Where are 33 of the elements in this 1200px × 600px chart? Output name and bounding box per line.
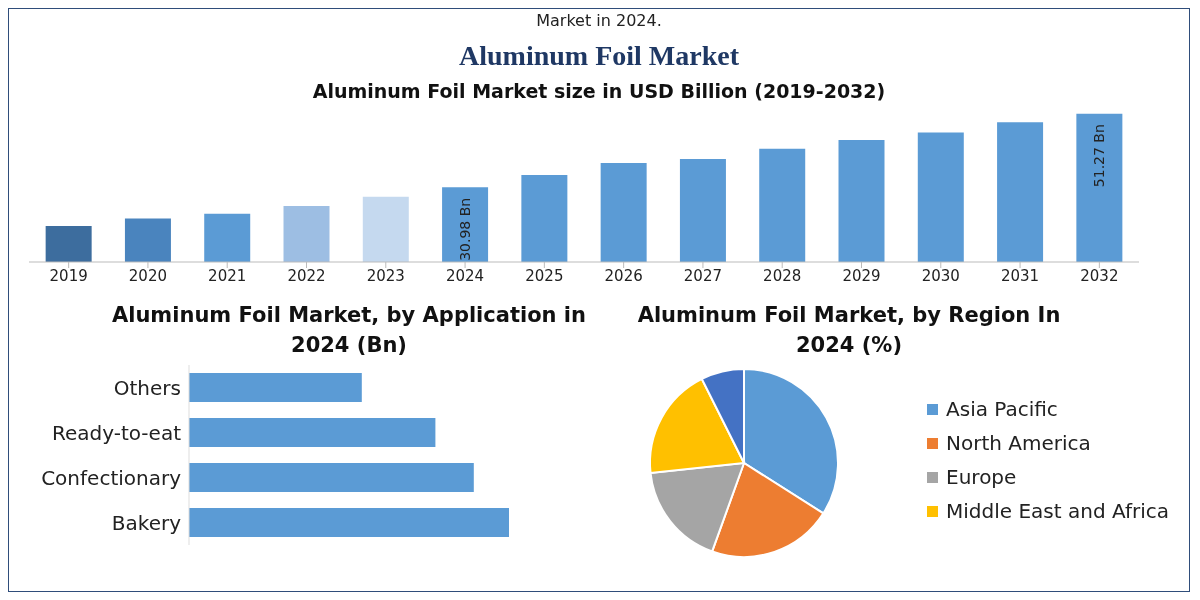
legend-label: Asia Pacific xyxy=(946,397,1058,421)
chart-title: Aluminum Foil Market, by Region In 2024 (%) xyxy=(636,302,1062,359)
x-tick-label: 2030 xyxy=(921,266,960,285)
y-tick-label: Bakery xyxy=(111,510,182,535)
x-tick-label: 2027 xyxy=(683,266,723,285)
x-tick-label: 2021 xyxy=(208,266,247,285)
chart-title: Aluminum Foil Market, by Application in 2024 (Bn) xyxy=(110,302,587,359)
chart-title: Aluminum Foil Market xyxy=(458,40,740,72)
x-tick-label: 2023 xyxy=(366,266,405,285)
legend-label: North America xyxy=(946,431,1091,455)
x-tick-label: 2031 xyxy=(1000,266,1040,285)
data-label: 51.27 Bn xyxy=(1091,124,1108,188)
bar xyxy=(189,463,474,493)
text: Market in 2024. xyxy=(536,11,662,30)
y-tick-label: Ready-to-eat xyxy=(51,420,182,445)
x-tick-label: 2019 xyxy=(49,266,88,285)
chart-subtitle: Aluminum Foil Market size in USD Billion (2019-2032) xyxy=(311,79,887,104)
legend-label: Europe xyxy=(946,465,1017,489)
y-tick-label: Others xyxy=(113,375,181,400)
x-tick-label: 2028 xyxy=(763,266,802,285)
legend-label: Middle East and Africa xyxy=(946,499,1169,523)
y-tick-label: Confectionary xyxy=(41,465,182,490)
x-tick-label: 2029 xyxy=(842,266,881,285)
x-tick-label: 2025 xyxy=(525,266,564,285)
x-tick-label: 2024 xyxy=(445,266,485,285)
data-label: 30.98 Bn xyxy=(457,197,474,261)
bar xyxy=(189,418,436,448)
bar xyxy=(189,508,509,538)
x-tick-label: 2020 xyxy=(128,266,168,285)
bar xyxy=(189,373,362,403)
x-tick-label: 2022 xyxy=(287,266,326,285)
x-tick-label: 2032 xyxy=(1080,266,1119,285)
x-tick-label: 2026 xyxy=(604,266,643,285)
